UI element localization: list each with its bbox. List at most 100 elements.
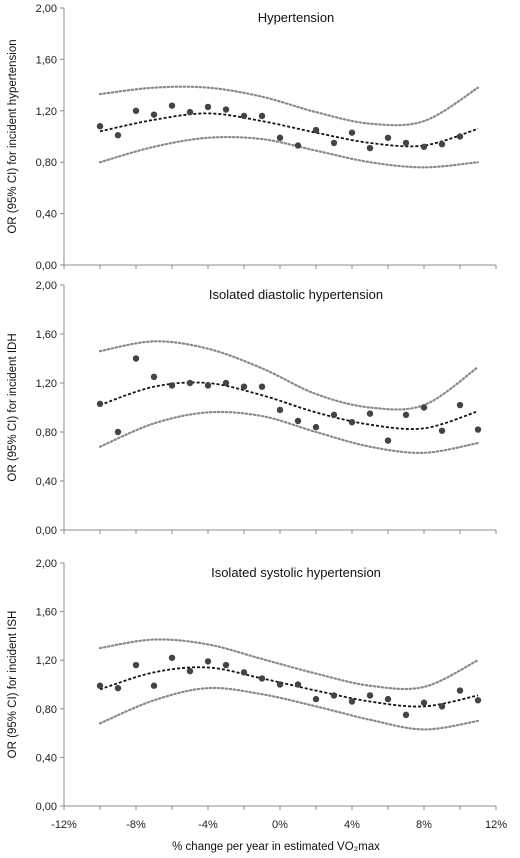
data-point xyxy=(186,108,194,116)
data-point xyxy=(150,373,158,381)
data-point xyxy=(330,692,338,699)
data-point xyxy=(438,427,446,434)
x-tick-label: 4% xyxy=(344,819,360,831)
y-axis-label: OR (95% CI) for incident hypertension xyxy=(7,39,19,233)
chart-panel-1: 0,00 0,40 0,80 1,20 1,60 2,00 Hypertension OR (… xyxy=(7,3,497,272)
y-tick-label: 2,00 xyxy=(36,3,57,15)
data-point xyxy=(240,112,248,120)
y-tick-label: 0,80 xyxy=(36,427,57,439)
data-point xyxy=(132,107,140,115)
fit-line xyxy=(99,666,479,708)
data-point xyxy=(168,382,176,389)
x-axis-label: % change per year in estimated VO₂max xyxy=(172,841,380,853)
y-tick-label: 2,00 xyxy=(36,280,57,292)
data-point xyxy=(366,144,374,152)
y-tick-label: 0,80 xyxy=(36,704,57,716)
data-point xyxy=(240,669,248,676)
x-tick-label: 12% xyxy=(485,819,507,831)
data-point xyxy=(456,401,464,409)
x-tick-label: -8% xyxy=(126,819,146,831)
chart-title: Hypertension xyxy=(258,10,335,25)
data-point xyxy=(456,133,464,140)
data-point xyxy=(222,106,230,113)
data-point xyxy=(402,139,410,147)
y-tick-label: 1,20 xyxy=(36,106,57,118)
data-point xyxy=(114,132,122,139)
y-tick-label: 0,00 xyxy=(36,260,57,272)
data-point xyxy=(204,382,212,389)
data-point xyxy=(168,654,176,661)
chart-title: Isolated diastolic hypertension xyxy=(209,287,383,302)
data-point xyxy=(96,123,104,130)
data-point xyxy=(150,682,158,689)
data-point xyxy=(258,675,266,682)
x-tick-label: 0% xyxy=(272,819,288,831)
data-point xyxy=(384,437,392,444)
y-tick-label: 0,00 xyxy=(36,801,57,813)
data-point xyxy=(168,102,176,109)
data-point xyxy=(312,126,320,134)
data-point xyxy=(204,658,212,665)
data-point xyxy=(384,134,392,141)
ci-upper-line xyxy=(98,85,480,127)
data-point xyxy=(294,681,302,688)
y-tick-label: 0,00 xyxy=(36,525,57,537)
data-point xyxy=(348,698,356,705)
data-point xyxy=(312,695,320,703)
data-point xyxy=(276,406,284,414)
data-point xyxy=(330,411,338,419)
data-point xyxy=(348,129,356,136)
ci-lower-line xyxy=(98,686,480,731)
y-tick-label: 1,20 xyxy=(36,655,57,667)
data-point xyxy=(312,423,320,431)
y-tick-label: 0,40 xyxy=(36,476,57,488)
data-point xyxy=(330,139,338,147)
data-point xyxy=(186,379,194,387)
data-point xyxy=(456,687,464,694)
data-point xyxy=(150,111,158,118)
y-tick-label: 1,60 xyxy=(36,54,57,66)
data-point xyxy=(222,661,230,669)
data-point xyxy=(258,112,266,120)
data-point xyxy=(276,681,284,688)
data-point xyxy=(474,426,482,433)
data-point xyxy=(384,695,392,703)
data-point xyxy=(294,142,302,149)
y-tick-label: 0,40 xyxy=(36,209,57,221)
x-tick-label: -12% xyxy=(51,819,77,831)
data-point xyxy=(402,411,410,419)
fit-line xyxy=(99,112,479,148)
ci-lower-line xyxy=(98,135,480,169)
data-point xyxy=(438,703,446,710)
y-tick-label: 1,60 xyxy=(36,607,57,619)
y-axis-label: OR (95% CI) for incident IDH xyxy=(7,333,19,481)
data-point xyxy=(114,684,122,692)
data-point xyxy=(186,667,194,675)
data-point xyxy=(258,383,266,390)
x-tick-label: 8% xyxy=(416,819,432,831)
y-axis-label: OR (95% CI) for incident ISH xyxy=(7,611,19,759)
data-point xyxy=(420,699,428,706)
data-point xyxy=(114,428,122,436)
data-point xyxy=(204,103,212,111)
data-point xyxy=(294,417,302,425)
data-point xyxy=(96,400,104,408)
data-point xyxy=(474,697,482,704)
data-point xyxy=(222,379,230,387)
fit-line xyxy=(99,381,479,430)
data-point xyxy=(240,383,248,390)
data-point xyxy=(366,410,374,417)
y-tick-label: 2,00 xyxy=(36,558,57,570)
y-tick-label: 0,40 xyxy=(36,752,57,764)
data-point xyxy=(420,143,428,150)
ci-upper-line xyxy=(98,638,480,691)
chart-title: Isolated systolic hypertension xyxy=(211,565,381,580)
ci-lower-line xyxy=(98,410,480,454)
data-point xyxy=(132,355,140,362)
chart-panel-2: 0,00 0,40 0,80 1,20 1,60 2,00 Isolated diastol… xyxy=(7,280,497,537)
x-tick-label: -4% xyxy=(198,819,218,831)
chart-panel-3: 0,00 0,40 0,80 1,20 1,60 2,00 -12% -8% -4% 0% 4% 8%… xyxy=(7,558,507,853)
data-point xyxy=(132,661,140,669)
data-point xyxy=(348,419,356,426)
